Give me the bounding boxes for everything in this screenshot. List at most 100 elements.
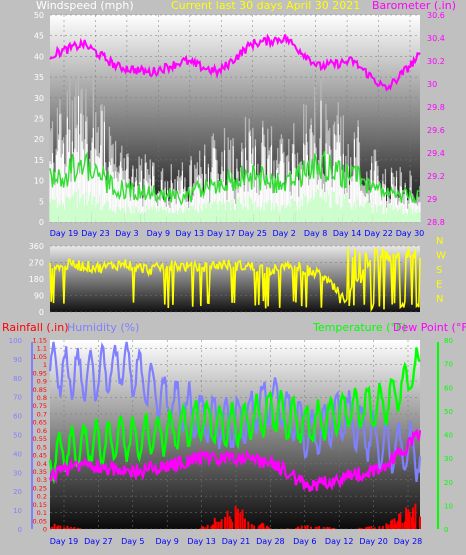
rainfall-tick-label: 1 xyxy=(43,361,47,369)
rainfall-tick-label: 1.15 xyxy=(33,337,47,345)
direction-axis-ticks: 0 90 180 270 360 xyxy=(29,242,44,317)
weather-date-label: Day 19 xyxy=(50,537,79,546)
weather-date-label: Day 6 xyxy=(293,537,316,546)
wind-date-label: Day 13 xyxy=(176,229,205,238)
weather-date-label: Day 27 xyxy=(84,537,113,546)
humidity-axis-title: Humidity (%) xyxy=(67,321,139,334)
rainfall-tick-label: 0 xyxy=(43,526,47,534)
barometer-tick-label: 30 xyxy=(427,80,437,89)
rainfall-tick-label: 0.15 xyxy=(33,501,47,509)
temperature-tick-label: 20 xyxy=(444,479,453,487)
humidity-tick-label: 80 xyxy=(13,375,22,383)
humidity-tick-label: 60 xyxy=(13,413,22,421)
temperature-tick-label: 40 xyxy=(444,432,453,440)
windspeed-axis-title: Windspeed (mph) xyxy=(36,0,134,12)
rainfall-axis-ticks: 00.050.10.150.20.250.30.350.40.450.50.55… xyxy=(33,337,47,534)
windspeed-tick-label: 30 xyxy=(34,94,44,103)
weather-series xyxy=(48,341,422,529)
rainfall-tick-label: 0.3 xyxy=(37,476,47,484)
windspeed-tick-label: 50 xyxy=(34,11,44,20)
temperature-axis-ticks: 0 10 20 30 40 50 60 70 80 xyxy=(444,337,453,534)
barometer-tick-label: 30.6 xyxy=(427,11,445,20)
temperature-axis-title: Temperature (°F) xyxy=(312,321,407,334)
rainfall-tick-label: 0.1 xyxy=(37,509,47,517)
rainfall-tick-label: 0.5 xyxy=(37,443,47,451)
direction-tick-label: 0 xyxy=(39,308,44,317)
rainfall-tick-label: 0.6 xyxy=(37,427,47,435)
direction-series xyxy=(49,247,421,313)
weather-date-labels: Day 19 Day 27 Day 5 Day 9 Day 13 Day 21 Day 28… xyxy=(50,537,423,546)
wind-date-label: Day 3 xyxy=(115,229,138,238)
barometer-tick-label: 29.4 xyxy=(427,149,445,158)
barometer-axis-ticks: 28.8 29 29.2 29.4 29.6 29.8 30 30.2 30.4 30.6 xyxy=(427,11,445,227)
barometer-tick-label: 29 xyxy=(427,195,437,204)
humidity-tick-label: 10 xyxy=(13,507,22,515)
humidity-tick-label: 70 xyxy=(13,394,22,402)
compass-letter: N xyxy=(436,236,443,247)
wind-date-labels: Day 19 Day 23 Day 3 Day 9 Day 13 Day 17 Day 25… xyxy=(50,229,425,238)
direction-tick-label: 90 xyxy=(34,292,44,301)
wind-date-label: Day 9 xyxy=(147,229,170,238)
barometer-tick-label: 29.6 xyxy=(427,126,445,135)
weather-date-label: Day 20 xyxy=(359,537,388,546)
chart-title: Current last 30 days April 30 2021 xyxy=(171,0,360,12)
compass-letter: S xyxy=(436,265,442,276)
compass-letter: E xyxy=(436,280,442,291)
barometer-tick-label: 30.2 xyxy=(427,57,445,66)
wind-date-label: Day 25 xyxy=(238,229,267,238)
windspeed-tick-label: 45 xyxy=(34,32,44,41)
rainfall-tick-label: 0.4 xyxy=(37,460,47,468)
barometer-axis-title: Barometer (.in) xyxy=(372,0,456,12)
windspeed-tick-label: 15 xyxy=(34,156,44,165)
direction-tick-label: 270 xyxy=(29,259,44,268)
weather-date-label: Day 28 xyxy=(394,537,423,546)
dew-point-trace xyxy=(48,428,422,492)
dewpoint-axis-title: Dew Point (°F) xyxy=(393,321,466,334)
humidity-tick-label: 40 xyxy=(13,450,22,458)
compass-letter: W xyxy=(436,251,446,262)
rainfall-tick-label: 0.7 xyxy=(37,410,47,418)
rainfall-tick-label: 1.05 xyxy=(33,353,47,361)
wind-date-label: Day 14 xyxy=(333,229,362,238)
temperature-tick-label: 50 xyxy=(444,408,453,416)
weather-date-label: Day 5 xyxy=(121,537,144,546)
weather-date-label: Day 9 xyxy=(155,537,178,546)
wind-series xyxy=(49,33,421,222)
windspeed-tick-label: 10 xyxy=(34,177,44,186)
weather-date-label: Day 13 xyxy=(187,537,216,546)
temperature-tick-label: 0 xyxy=(444,526,448,534)
direction-tick-label: 180 xyxy=(29,275,44,284)
direction-tick-label: 360 xyxy=(29,242,44,251)
rainfall-tick-label: 0.9 xyxy=(37,378,47,386)
rainfall-tick-label: 0.75 xyxy=(33,402,47,410)
barometer-tick-label: 29.8 xyxy=(427,103,445,112)
low-wind-trace xyxy=(49,188,421,222)
rainfall-tick-label: 1.1 xyxy=(37,345,47,353)
weather-date-label: Day 21 xyxy=(222,537,251,546)
rainfall-trace xyxy=(50,503,421,529)
temperature-tick-label: 70 xyxy=(444,361,453,369)
wind-date-label: Day 19 xyxy=(50,229,79,238)
windspeed-tick-label: 20 xyxy=(34,135,44,144)
temperature-tick-label: 60 xyxy=(444,384,453,392)
rainfall-tick-label: 0.85 xyxy=(33,386,47,394)
weather-date-label: Day 12 xyxy=(325,537,354,546)
barometer-tick-label: 28.8 xyxy=(427,218,445,227)
wind-direction-trace xyxy=(49,247,421,313)
wind-date-label: Day 30 xyxy=(396,229,425,238)
humidity-tick-label: 30 xyxy=(13,469,22,477)
humidity-tick-label: 0 xyxy=(18,526,22,534)
rainfall-tick-label: 0.2 xyxy=(37,493,47,501)
humidity-axis-ticks: 0 10 20 30 40 50 60 70 80 90 100 xyxy=(9,337,22,534)
temperature-tick-label: 10 xyxy=(444,502,453,510)
wind-date-label: Day 2 xyxy=(272,229,295,238)
average-wind-trace xyxy=(49,151,421,206)
temperature-tick-label: 80 xyxy=(444,337,453,345)
weather-panel: 00.050.10.150.20.250.30.350.40.450.50.55… xyxy=(2,321,466,546)
barometer-tick-label: 29.2 xyxy=(427,172,445,181)
temperature-tick-label: 30 xyxy=(444,455,453,463)
